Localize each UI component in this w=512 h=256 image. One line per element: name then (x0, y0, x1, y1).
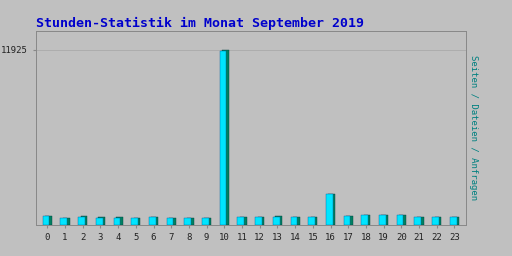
Bar (379, 215, 386, 225)
Bar (452, 217, 459, 225)
Bar (78, 217, 85, 225)
Bar (308, 217, 315, 225)
Bar (275, 216, 282, 225)
Text: Seiten / Dateien / Anfragen: Seiten / Dateien / Anfragen (469, 56, 478, 200)
Bar (240, 217, 247, 225)
Bar (255, 217, 262, 225)
Bar (152, 217, 158, 225)
Bar (381, 215, 388, 225)
Bar (134, 218, 140, 225)
Bar (311, 217, 317, 225)
Bar (202, 218, 209, 225)
Bar (184, 218, 191, 225)
Bar (220, 51, 226, 225)
Bar (432, 217, 439, 225)
Bar (290, 217, 297, 225)
Bar (293, 217, 300, 225)
Bar (344, 216, 350, 225)
Bar (361, 215, 368, 225)
Bar (149, 217, 156, 225)
Bar (238, 217, 244, 225)
Bar (273, 217, 280, 225)
Bar (169, 218, 176, 225)
Bar (222, 49, 229, 225)
Bar (43, 216, 50, 225)
Bar (80, 216, 88, 225)
Bar (435, 217, 441, 225)
Bar (326, 194, 333, 225)
Bar (414, 217, 421, 225)
Bar (114, 218, 120, 225)
Bar (397, 215, 403, 225)
Bar (60, 218, 67, 225)
Bar (63, 218, 70, 225)
Bar (328, 194, 335, 225)
Text: Stunden-Statistik im Monat September 2019: Stunden-Statistik im Monat September 201… (36, 16, 364, 29)
Bar (399, 215, 406, 225)
Bar (258, 217, 264, 225)
Bar (98, 217, 105, 225)
Bar (364, 215, 371, 225)
Bar (116, 217, 123, 225)
Bar (204, 218, 211, 225)
Bar (96, 218, 102, 225)
Bar (450, 217, 457, 225)
Bar (131, 218, 138, 225)
Bar (167, 218, 174, 225)
Bar (346, 216, 353, 225)
Bar (417, 217, 423, 225)
Bar (45, 216, 52, 225)
Bar (187, 218, 194, 225)
